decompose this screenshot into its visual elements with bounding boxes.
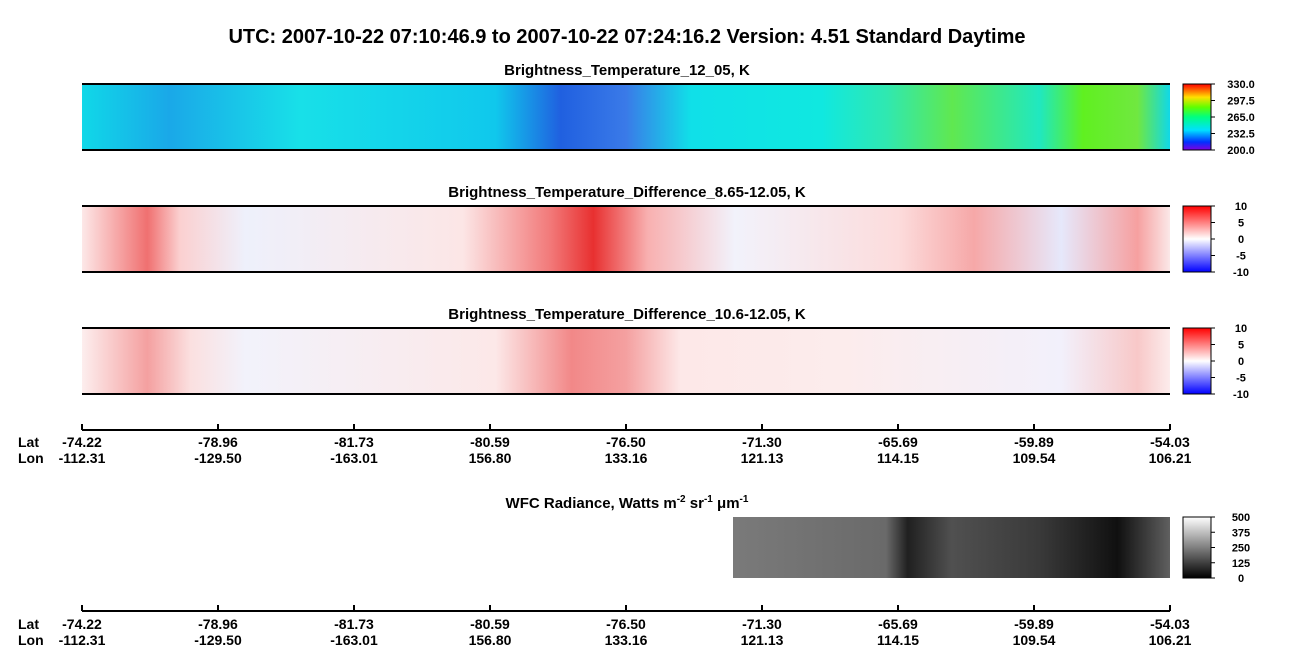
colorbar-label: -5 (1236, 251, 1246, 263)
superscript: -2 (677, 494, 686, 505)
lon-value: -112.31 (59, 632, 106, 648)
colorbar-label: 265.0 (1227, 112, 1255, 124)
title-part: μm (713, 495, 740, 512)
colorbar-label: 330.0 (1227, 79, 1255, 91)
lon-value: -129.50 (194, 632, 242, 648)
page-title: UTC: 2007-10-22 07:10:46.9 to 2007-10-22… (228, 26, 1025, 48)
lon-value: 156.80 (469, 632, 512, 648)
lon-value: 114.15 (877, 450, 919, 466)
colorbar-label: 500 (1232, 512, 1250, 524)
lon-value: 106.21 (1149, 632, 1192, 648)
colorbar-label: -10 (1233, 267, 1249, 279)
lat-value: -54.03 (1150, 434, 1190, 450)
lat-value: -74.22 (62, 616, 102, 632)
heatmap (82, 84, 1170, 150)
colorbar-label: 5 (1238, 340, 1244, 352)
lon-value: -163.01 (330, 450, 378, 466)
colorbar-label: -10 (1233, 389, 1249, 401)
panel-title: Brightness_Temperature_12_05, K (504, 62, 750, 79)
lat-value: -54.03 (1150, 616, 1190, 632)
lon-value: 133.16 (605, 450, 648, 466)
lat-value: -71.30 (742, 616, 782, 632)
colorbar (1182, 83, 1212, 151)
lon-value: 109.54 (1013, 632, 1056, 648)
heatmap (733, 517, 1170, 578)
colorbar-label: 125 (1232, 558, 1250, 570)
colorbar-label: -5 (1236, 373, 1246, 385)
lat-label: Lat (18, 616, 39, 632)
panel-title: Brightness_Temperature_Difference_8.65-1… (448, 184, 806, 201)
lon-value: -112.31 (59, 450, 106, 466)
colorbar-label: 375 (1232, 527, 1250, 539)
heatmap (82, 206, 1170, 272)
colorbar-label: 10 (1235, 323, 1247, 335)
lat-value: -81.73 (334, 616, 374, 632)
colorbar-label: 0 (1238, 356, 1244, 368)
lat-value: -74.22 (62, 434, 102, 450)
colorbar-label: 232.5 (1227, 129, 1255, 141)
panel-borders (82, 83, 1170, 395)
lat-value: -76.50 (606, 434, 646, 450)
lon-value: -129.50 (194, 450, 242, 466)
panel-title: WFC Radiance, Watts m-2 sr-1 μm-1 (506, 494, 749, 512)
colorbar-label: 200.0 (1227, 145, 1255, 157)
lon-value: -163.01 (330, 632, 378, 648)
superscript: -1 (704, 494, 713, 505)
lat-value: -80.59 (470, 616, 510, 632)
lat-value: -80.59 (470, 434, 510, 450)
superscript: -1 (740, 494, 749, 505)
lon-value: 156.80 (469, 450, 512, 466)
lat-value: -71.30 (742, 434, 782, 450)
title-part: sr (686, 495, 705, 512)
lat-value: -65.69 (878, 434, 918, 450)
lon-value: 133.16 (605, 632, 648, 648)
colorbar-label: 10 (1235, 201, 1247, 213)
lat-value: -76.50 (606, 616, 646, 632)
lon-label: Lon (18, 450, 44, 466)
lat-value: -81.73 (334, 434, 374, 450)
title-part: WFC Radiance, Watts m (506, 495, 677, 512)
lat-label: Lat (18, 434, 39, 450)
colorbar (1182, 516, 1212, 579)
colorbar-label: 0 (1238, 573, 1244, 585)
lat-value: -65.69 (878, 616, 918, 632)
colorbar-label: 0 (1238, 234, 1244, 246)
lon-value: 114.15 (877, 632, 919, 648)
colorbar-label: 5 (1238, 218, 1244, 230)
colorbar-label: 250 (1232, 543, 1250, 555)
lat-value: -59.89 (1014, 616, 1054, 632)
colorbar (1182, 205, 1212, 273)
lon-label: Lon (18, 632, 44, 648)
lat-value: -78.96 (198, 616, 238, 632)
lon-value: 121.13 (741, 632, 784, 648)
lat-value: -59.89 (1014, 434, 1054, 450)
lon-value: 121.13 (741, 450, 784, 466)
lat-value: -78.96 (198, 434, 238, 450)
panel-title: Brightness_Temperature_Difference_10.6-1… (448, 306, 806, 323)
heatmap (82, 328, 1170, 394)
colorbar-label: 297.5 (1227, 96, 1255, 108)
lon-value: 109.54 (1013, 450, 1056, 466)
lon-value: 106.21 (1149, 450, 1192, 466)
colorbar (1182, 327, 1212, 395)
